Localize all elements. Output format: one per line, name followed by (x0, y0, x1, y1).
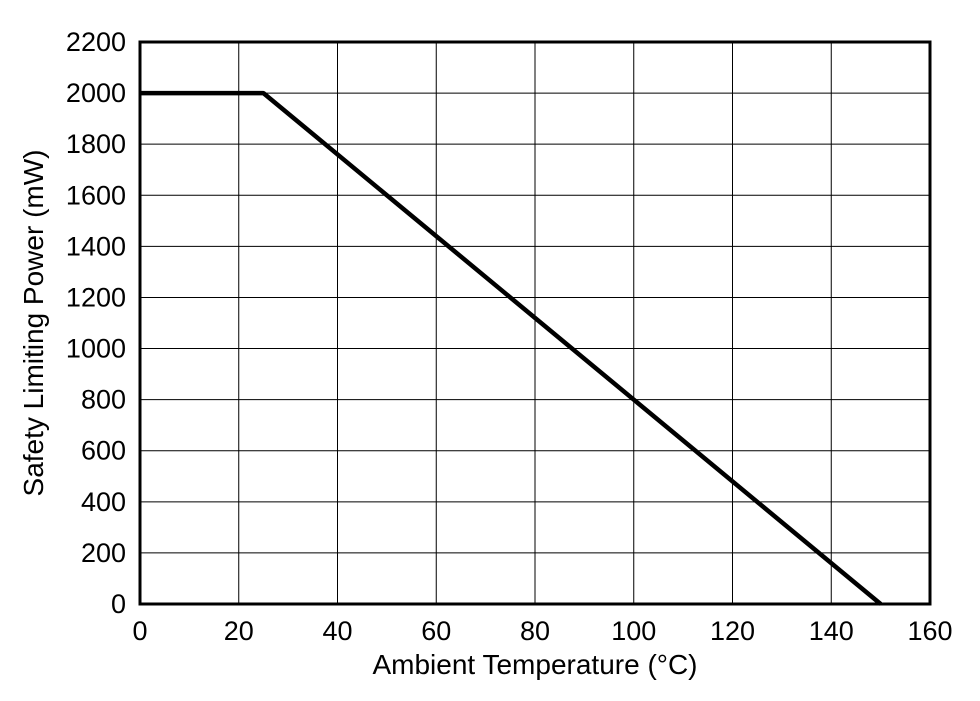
x-tick-label: 0 (132, 616, 147, 646)
y-tick-label: 0 (111, 589, 126, 619)
x-tick-label: 120 (710, 616, 755, 646)
y-tick-label: 600 (81, 436, 126, 466)
x-tick-label: 20 (224, 616, 254, 646)
y-tick-label: 1000 (66, 334, 126, 364)
y-axis-title: Safety Limiting Power (mW) (18, 149, 49, 497)
y-tick-label: 2000 (66, 78, 126, 108)
x-axis-title: Ambient Temperature (°C) (372, 649, 698, 680)
y-tick-label: 800 (81, 385, 126, 415)
y-tick-label: 1600 (66, 180, 126, 210)
data-line-safety-limiting-power (140, 90, 883, 606)
y-tick-label: 200 (81, 538, 126, 568)
x-tick-label: 140 (809, 616, 854, 646)
x-tick-label: 60 (421, 616, 451, 646)
y-tick-label: 2200 (66, 27, 126, 57)
y-tick-label: 1400 (66, 231, 126, 261)
x-tick-label: 80 (520, 616, 550, 646)
y-tick-label: 400 (81, 487, 126, 517)
x-tick-label: 100 (611, 616, 656, 646)
y-tick-label: 1200 (66, 282, 126, 312)
x-tick-label: 160 (907, 616, 952, 646)
y-tick-label: 1800 (66, 129, 126, 159)
plot-border (138, 40, 932, 606)
x-tick-label: 40 (322, 616, 352, 646)
